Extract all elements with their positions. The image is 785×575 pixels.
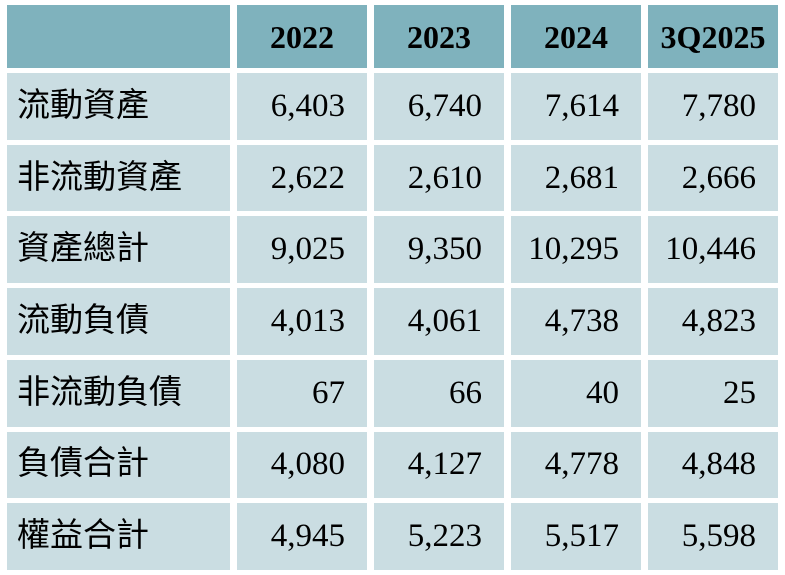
table-row-noncurrent-liabilities: 非流動負債 67 66 40 25 [7, 359, 778, 427]
cell-value: 4,778 [511, 431, 641, 499]
table-row-noncurrent-assets: 非流動資產 2,622 2,610 2,681 2,666 [7, 144, 778, 212]
cell-value: 5,598 [648, 503, 778, 570]
table-row-total-liabilities: 負債合計 4,080 4,127 4,778 4,848 [7, 431, 778, 499]
cell-value: 6,740 [374, 73, 504, 140]
cell-value: 25 [648, 359, 778, 427]
header-year-2024: 2024 [511, 5, 641, 68]
cell-value: 5,517 [511, 503, 641, 570]
cell-value: 7,780 [648, 73, 778, 140]
cell-value: 9,350 [374, 216, 504, 284]
cell-value: 67 [237, 359, 367, 427]
row-label-total-liabilities: 負債合計 [7, 431, 230, 499]
row-label-current-liabilities: 流動負債 [7, 288, 230, 355]
row-label-total-assets: 資產總計 [7, 216, 230, 284]
cell-value: 2,681 [511, 144, 641, 212]
row-label-current-assets: 流動資產 [7, 73, 230, 140]
cell-value: 4,013 [237, 288, 367, 355]
cell-value: 2,666 [648, 144, 778, 212]
cell-value: 5,223 [374, 503, 504, 570]
cell-value: 2,622 [237, 144, 367, 212]
table-row-total-equity: 權益合計 4,945 5,223 5,517 5,598 [7, 503, 778, 570]
table-row-current-liabilities: 流動負債 4,013 4,061 4,738 4,823 [7, 288, 778, 355]
cell-value: 4,738 [511, 288, 641, 355]
cell-value: 4,848 [648, 431, 778, 499]
cell-value: 66 [374, 359, 504, 427]
row-label-total-equity: 權益合計 [7, 503, 230, 570]
cell-value: 10,295 [511, 216, 641, 284]
cell-value: 4,127 [374, 431, 504, 499]
cell-value: 40 [511, 359, 641, 427]
cell-value: 4,061 [374, 288, 504, 355]
header-period-3q2025: 3Q2025 [648, 5, 778, 68]
cell-value: 10,446 [648, 216, 778, 284]
row-label-noncurrent-liabilities: 非流動負債 [7, 359, 230, 427]
cell-value: 4,945 [237, 503, 367, 570]
table-row-total-assets: 資產總計 9,025 9,350 10,295 10,446 [7, 216, 778, 284]
header-corner-cell [7, 5, 230, 68]
row-label-noncurrent-assets: 非流動資產 [7, 144, 230, 212]
table-header-row: 2022 2023 2024 3Q2025 [7, 5, 778, 68]
header-year-2022: 2022 [237, 5, 367, 68]
cell-value: 4,823 [648, 288, 778, 355]
header-year-2023: 2023 [374, 5, 504, 68]
cell-value: 4,080 [237, 431, 367, 499]
table-row-current-assets: 流動資產 6,403 6,740 7,614 7,780 [7, 73, 778, 140]
cell-value: 9,025 [237, 216, 367, 284]
cell-value: 6,403 [237, 73, 367, 140]
cell-value: 7,614 [511, 73, 641, 140]
cell-value: 2,610 [374, 144, 504, 212]
